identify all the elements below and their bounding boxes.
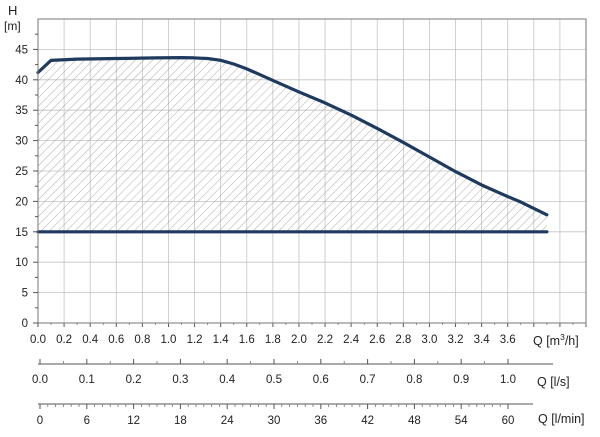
x-tick-label: 1.0 (160, 334, 176, 346)
lmin-tick-label: 30 (268, 415, 281, 427)
lmin-tick-label: 36 (314, 415, 327, 427)
y-tick-label: 25 (15, 166, 28, 178)
x-tick-label: 2.0 (291, 334, 307, 346)
lmin-tick-label: 6 (84, 415, 90, 427)
x-tick-label: 0.8 (134, 334, 150, 346)
y-axis-unit: [m] (4, 19, 21, 33)
ls-tick-label: 0.0 (32, 374, 48, 386)
ls-tick-label: 0.1 (79, 374, 95, 386)
y-axis-label: H (8, 3, 17, 18)
y-tick-label: 30 (15, 136, 28, 148)
lmin-tick-label: 18 (174, 415, 187, 427)
y-tick-label: 20 (15, 196, 28, 208)
ls-tick-label: 0.8 (406, 374, 422, 386)
lmin-tick-label: 12 (127, 415, 140, 427)
ls-tick-label: 0.9 (453, 374, 469, 386)
ls-tick-label: 0.5 (266, 374, 282, 386)
x-tick-label: 1.8 (265, 334, 281, 346)
x-axis-lmin-ticks: 0 6 12 18 24 30 36 42 48 54 60 (37, 404, 515, 427)
y-tick-label: 40 (15, 75, 28, 87)
x-tick-label: 0.2 (56, 334, 72, 346)
lmin-tick-label: 42 (361, 415, 374, 427)
ls-tick-label: 0.4 (219, 374, 236, 386)
ls-tick-label: 0.2 (126, 374, 142, 386)
y-tick-label: 10 (15, 257, 28, 269)
y-tick-label: 0 (22, 318, 28, 330)
x-tick-label: 1.2 (187, 334, 203, 346)
x-tick-label: 2.6 (369, 334, 385, 346)
x-tick-label: 2.2 (317, 334, 333, 346)
x-tick-label: 1.4 (213, 334, 230, 346)
operating-range-area (38, 57, 547, 232)
x-tick-label: 3.4 (474, 334, 491, 346)
lmin-tick-label: 48 (408, 415, 421, 427)
ls-tick-label: 0.7 (360, 374, 376, 386)
x-tick-label: 3.0 (421, 334, 437, 346)
x-tick-label: 0.6 (108, 334, 124, 346)
y-tick-label: 35 (15, 105, 28, 117)
x-tick-label: 1.6 (239, 334, 255, 346)
x-axis-ls-label: Q [l/s] (537, 375, 570, 389)
y-tick-label: 5 (22, 288, 28, 300)
y-tick-label: 45 (15, 44, 28, 56)
ls-tick-label: 0.3 (172, 374, 188, 386)
lmin-tick-label: 24 (221, 415, 234, 427)
x-axis-lmin-label: Q [l/min] (538, 412, 585, 426)
ls-tick-label: 0.6 (313, 374, 329, 386)
max-curve-line (36, 56, 549, 217)
y-tick-label: 15 (15, 227, 28, 239)
ls-tick-label: 1.0 (500, 374, 516, 386)
lmin-tick-label: 60 (502, 415, 515, 427)
x-tick-label: 3.6 (500, 334, 516, 346)
x-tick-label: 0.4 (82, 334, 99, 346)
x-axis-ls-ticks: 0.0 0.1 0.2 0.3 0.4 0.5 0.6 0.7 0.8 0.9 1.0 (32, 359, 516, 386)
x-tick-label: 2.4 (343, 334, 360, 346)
y-axis-ticks: 0 5 10 15 20 25 30 35 40 45 (15, 33, 38, 330)
x-axis-m3h-ticks: 0.0 0.2 0.4 0.6 0.8 1.0 1.2 1.4 1.6 1.8 2.0 2.2 2.4 2… (30, 323, 587, 346)
x-tick-label: 0.0 (30, 334, 46, 346)
x-tick-label: 3.2 (448, 334, 464, 346)
lmin-tick-label: 0 (37, 415, 43, 427)
x-axis-m3h-label: Q [m3/h] (533, 332, 579, 348)
lmin-tick-label: 54 (455, 415, 468, 427)
series-layer (36, 56, 549, 234)
x-tick-label: 2.8 (395, 334, 411, 346)
